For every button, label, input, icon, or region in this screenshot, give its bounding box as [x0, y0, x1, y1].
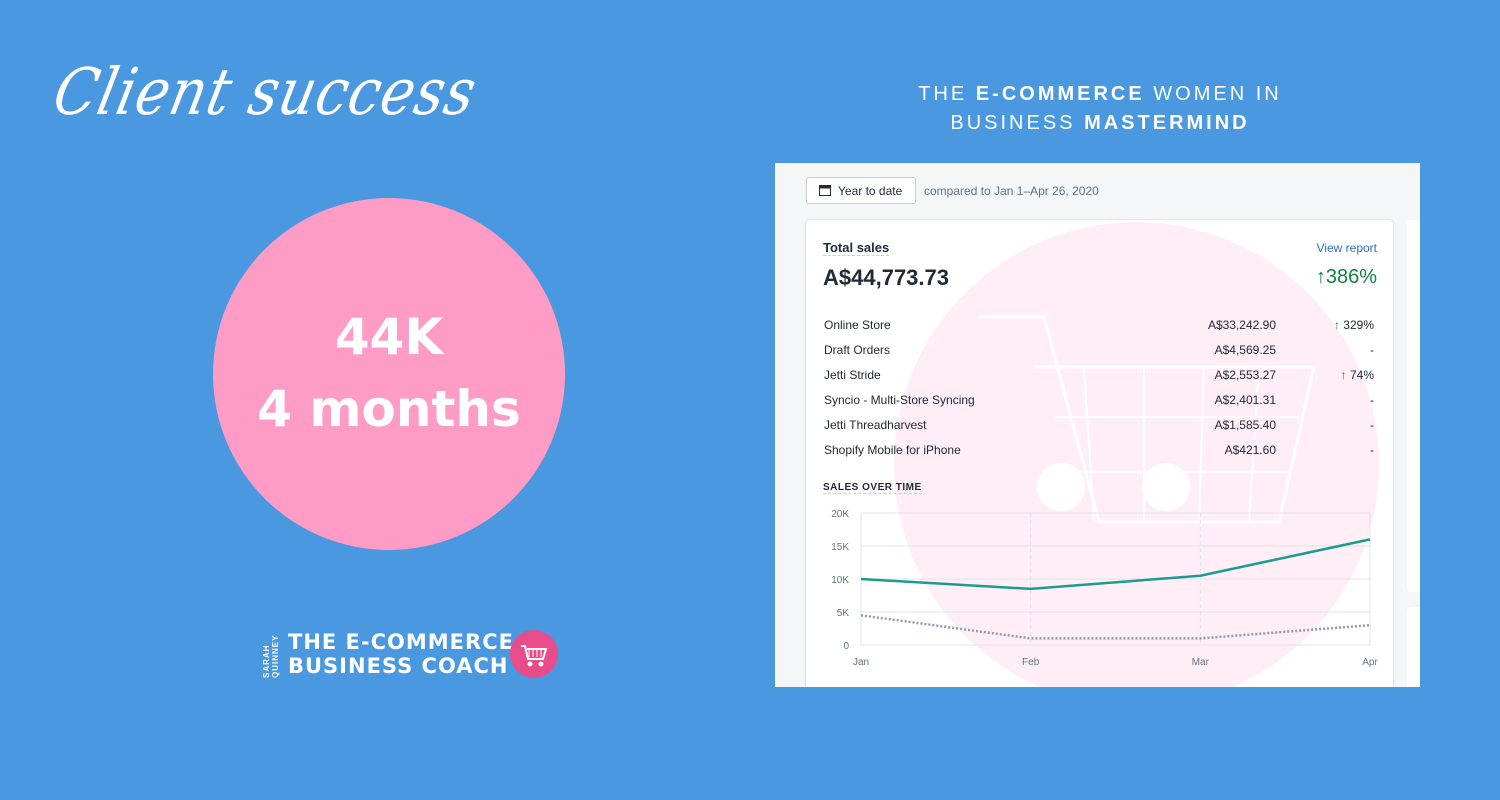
- channel-amount: A$2,553.27: [1214, 368, 1276, 382]
- headline-bold1: E-COMMERCE: [975, 83, 1145, 105]
- date-range-label: Year to date: [838, 184, 903, 198]
- analytics-screenshot: Year to date compared to Jan 1–Apr 26, 2…: [775, 163, 1420, 687]
- y-tick-label: 5K: [837, 608, 850, 619]
- logo-vertical-name: SARAH QUINNEY: [262, 634, 280, 678]
- up-arrow-icon: ↑: [1333, 318, 1344, 332]
- up-arrow-icon: ↑: [1340, 368, 1350, 382]
- y-tick-label: 0: [843, 641, 849, 652]
- list-item: Syncio - Multi-Store Syncing A$2,401.31 …: [823, 393, 1376, 418]
- channel-change-value: 329%: [1343, 318, 1374, 332]
- channel-change: -: [1370, 418, 1374, 432]
- x-tick-label: Jan: [853, 657, 869, 668]
- channel-change: ↑ 74%: [1341, 368, 1374, 382]
- channel-amount: A$33,242.90: [1207, 318, 1276, 332]
- cart-watermark-icon: [979, 315, 1316, 524]
- channel-amount: A$421.60: [1224, 443, 1276, 457]
- list-item: Shopify Mobile for iPhone A$421.60 -: [823, 443, 1376, 468]
- channel-amount: A$2,401.31: [1214, 393, 1276, 407]
- shopping-cart-icon: [510, 630, 558, 678]
- channel-name: Online Store: [824, 318, 891, 332]
- sales-over-time-title: SALES OVER TIME: [823, 482, 922, 494]
- x-tick-label: Feb: [1022, 657, 1040, 668]
- circle-duration: 4 months: [257, 380, 521, 438]
- y-tick-label: 15K: [831, 542, 849, 553]
- date-range-button[interactable]: Year to date: [806, 177, 916, 204]
- channel-change: -: [1370, 443, 1374, 457]
- channel-name: Shopify Mobile for iPhone: [824, 443, 961, 457]
- side-card-2: [1407, 607, 1420, 687]
- headline-bold2: MASTERMIND: [1084, 112, 1250, 134]
- channel-change: -: [1370, 343, 1374, 357]
- logo-line2: BUSINESS COACH: [288, 654, 509, 678]
- channel-name: Draft Orders: [824, 343, 891, 357]
- total-sales-title: Total sales: [823, 240, 890, 256]
- total-sales-value: A$44,773.73: [823, 265, 949, 290]
- channel-change: ↑ 329%: [1334, 318, 1374, 332]
- cart-watermark: [894, 222, 1379, 687]
- compare-text: compared to Jan 1–Apr 26, 2020: [924, 184, 1099, 198]
- list-item: Online Store A$33,242.90 ↑ 329%: [823, 318, 1376, 343]
- series-line-1: [860, 614, 1371, 640]
- channel-amount: A$1,585.40: [1214, 418, 1276, 432]
- list-item: Draft Orders A$4,569.25 -: [823, 343, 1376, 368]
- headline-pre: THE: [918, 83, 976, 105]
- highlight-circle: 44K 4 months: [213, 198, 565, 550]
- x-tick-label: Mar: [1192, 657, 1210, 668]
- total-sales-change: ↑386%: [1315, 266, 1377, 288]
- channel-name: Jetti Threadharvest: [824, 418, 927, 432]
- sales-over-time-chart: 0 5K 10K 15K 20K Jan Feb Mar Apr: [831, 509, 1378, 668]
- y-tick-label: 10K: [831, 575, 849, 586]
- logo-line1: THE E-COMMERCE: [288, 630, 514, 654]
- calendar-icon: [819, 185, 831, 196]
- y-tick-label: 20K: [831, 509, 849, 520]
- channel-amount: A$4,569.25: [1214, 343, 1276, 357]
- headline-mid: WOMEN IN BUSINESS: [950, 83, 1282, 134]
- circle-amount: 44K: [334, 308, 444, 366]
- channel-name: Syncio - Multi-Store Syncing: [824, 393, 975, 407]
- brand-logo: SARAH QUINNEY THE E-COMMERCE BUSINESS CO…: [262, 628, 562, 684]
- channel-change-value: 74%: [1349, 368, 1374, 382]
- channel-name: Jetti Stride: [824, 368, 881, 382]
- side-card: [1407, 220, 1420, 592]
- channel-change: -: [1370, 393, 1374, 407]
- list-item: Jetti Stride A$2,553.27 ↑ 74%: [823, 368, 1376, 393]
- client-success-title: Client success: [47, 55, 484, 130]
- view-report-link[interactable]: View report: [1316, 241, 1377, 255]
- mastermind-headline: THE E-COMMERCE WOMEN IN BUSINESS MASTERM…: [880, 80, 1320, 138]
- x-tick-label: Apr: [1362, 657, 1378, 668]
- series-line-0: [860, 538, 1371, 591]
- total-sales-card: Total sales View report A$44,773.73 ↑386…: [806, 220, 1393, 687]
- sales-channel-list: Online Store A$33,242.90 ↑ 329% Draft Or…: [823, 318, 1376, 468]
- list-item: Jetti Threadharvest A$1,585.40 -: [823, 418, 1376, 443]
